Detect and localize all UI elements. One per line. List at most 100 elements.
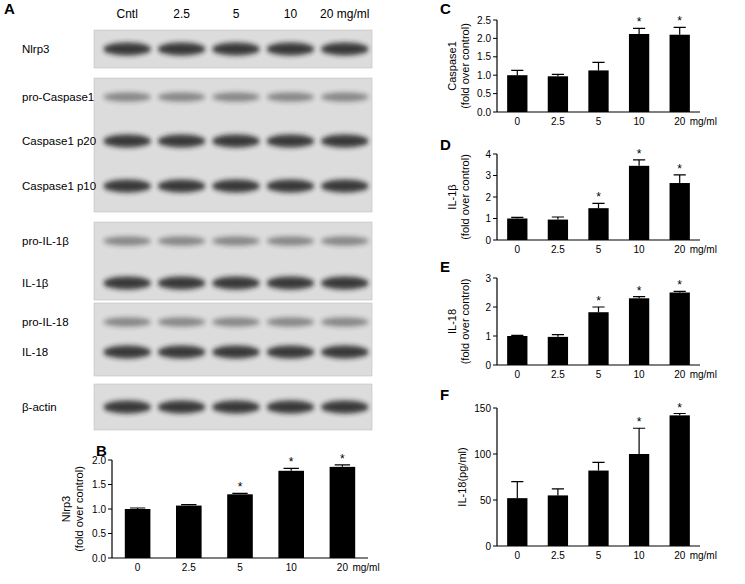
error-bar (633, 428, 645, 454)
blot-band (321, 318, 369, 327)
panel-letter: D (440, 136, 451, 153)
y-tick (108, 509, 112, 510)
bar (507, 336, 527, 365)
band-label: β-actin (22, 401, 57, 413)
x-tick-label: 10 (634, 244, 646, 255)
y-tick (493, 336, 497, 337)
y-tick-label: 100 (474, 449, 491, 460)
error-bar (552, 217, 564, 220)
blot-band (266, 43, 314, 56)
band-label: Nlrp3 (22, 43, 49, 55)
blot-membrane (94, 384, 372, 430)
panel-letter: C (440, 0, 451, 17)
x-tick-label: 10 (634, 116, 646, 127)
y-axis-label-group: IL-18(fold over control) (446, 279, 471, 365)
y-axis-label: Caspase1(fold over control) (446, 23, 471, 109)
blot-band (158, 401, 206, 414)
significance-mark: * (677, 162, 682, 176)
y-tick (493, 454, 497, 455)
y-axis (496, 278, 497, 365)
blot-band (212, 277, 260, 290)
y-tick-label: 150 (474, 403, 491, 414)
blot-band (212, 180, 260, 193)
y-tick (493, 112, 497, 113)
lane-label: Cntl (117, 7, 138, 21)
blot-band (321, 180, 369, 193)
x-tick-label: 0 (135, 562, 141, 573)
blot-band (266, 93, 314, 102)
x-tick-label: 20 (674, 550, 686, 561)
y-tick-label: 2.0 (92, 455, 106, 466)
blot-band (103, 401, 151, 414)
y-label-line: (fold over control) (459, 23, 471, 109)
lane-label: 10 (284, 7, 298, 21)
y-tick-label: 1.5 (477, 51, 491, 62)
y-tick-label: 1 (485, 331, 491, 342)
y-tick (493, 278, 497, 279)
x-tick-label: 5 (596, 244, 602, 255)
y-tick-label: 2 (485, 302, 491, 313)
x-tick-label: 0 (515, 550, 521, 561)
bar-chart: DIL-1β(fold over control)0123402.551020m… (440, 136, 717, 255)
bar (629, 34, 649, 112)
significance-mark: * (238, 480, 243, 494)
y-tick (493, 38, 497, 39)
y-tick-label: 0.0 (92, 553, 106, 564)
error-bar (592, 62, 604, 70)
y-tick (108, 484, 112, 485)
blot-panel: ACntl2.551020 mg/mlNlrp3pro-Caspase1Casp… (4, 0, 372, 430)
y-axis-label: IL-1β(fold over control) (446, 154, 471, 240)
error-bar (552, 335, 564, 337)
blot-band (212, 318, 260, 327)
bar-chart: BNlrp3(fold over control)0.00.51.01.52.0… (60, 442, 380, 573)
blot-band (158, 277, 206, 290)
marks (507, 160, 690, 240)
blot-band (321, 135, 369, 148)
x-tick-label: 20 (674, 369, 686, 380)
blot-band (321, 43, 369, 56)
bar (670, 293, 690, 366)
marks (507, 27, 690, 112)
blot-band (266, 346, 314, 359)
y-label-line: IL-18 (446, 309, 458, 334)
blot-band (103, 346, 151, 359)
bar (507, 219, 527, 241)
error-bar (592, 462, 604, 470)
significance-mark: * (677, 401, 682, 415)
y-tick (493, 240, 497, 241)
x-tick-label: 0 (515, 244, 521, 255)
bar (629, 166, 649, 240)
bar (588, 70, 608, 112)
bar (629, 298, 649, 365)
y-tick (493, 365, 497, 366)
blot-band (103, 93, 151, 102)
y-tick (493, 218, 497, 219)
y-label-line: (fold over control) (459, 279, 471, 365)
error-bar (511, 335, 523, 337)
blot-membrane (94, 30, 372, 68)
y-tick (493, 175, 497, 176)
bar (125, 509, 151, 558)
bar (278, 471, 304, 558)
x-tick-label: 0 (515, 369, 521, 380)
blot-band (212, 237, 260, 246)
y-tick-label: 2.0 (477, 33, 491, 44)
bar (629, 454, 649, 546)
panel-letter: A (4, 0, 15, 17)
blot-band (158, 43, 206, 56)
y-tick-label: 0.5 (92, 528, 106, 539)
blot-band (212, 135, 260, 148)
blot-membrane (94, 222, 372, 300)
x-tick-label: 10 (634, 550, 646, 561)
bar (670, 183, 690, 240)
figure: ACntl2.551020 mg/mlNlrp3pro-Caspase1Casp… (0, 0, 745, 584)
x-axis-label: mg/ml (352, 562, 379, 573)
x-tick-label: 2.5 (551, 369, 565, 380)
error-bar (552, 489, 564, 495)
x-axis-label: mg/ml (690, 369, 717, 380)
blot-membrane (94, 78, 372, 212)
significance-mark: * (596, 294, 601, 308)
y-tick-label: 1.0 (92, 504, 106, 515)
y-axis-label-group: IL-1β(fold over control) (446, 154, 471, 240)
x-tick-label: 2.5 (182, 562, 196, 573)
